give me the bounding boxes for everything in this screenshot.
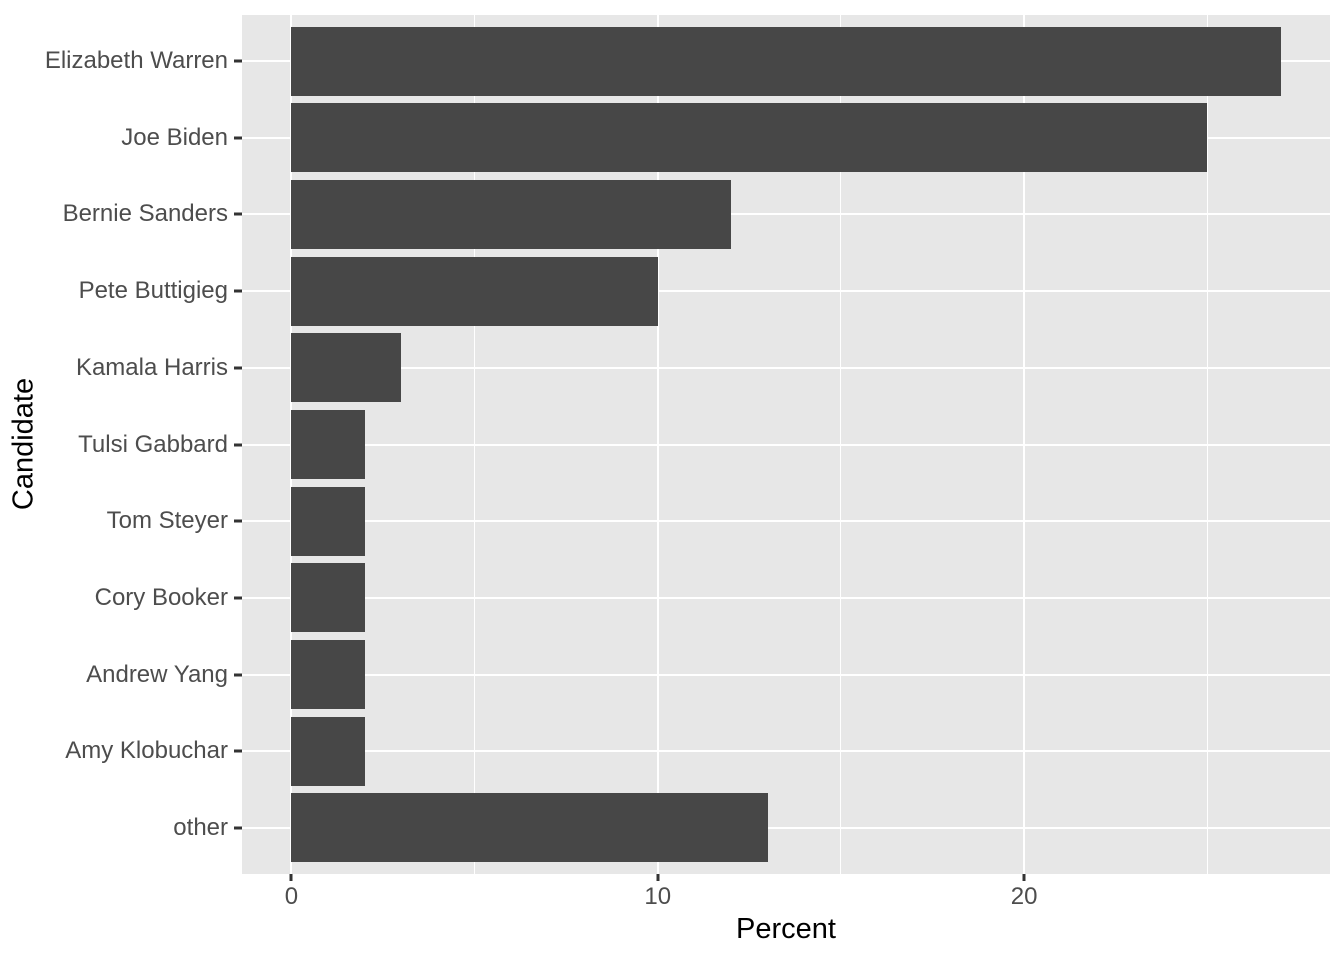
y-tick-mark-amy-klobuchar — [234, 749, 242, 753]
y-tick-mark-cory-booker — [234, 596, 242, 600]
y-axis-title: Candidate — [7, 377, 40, 511]
gridline-major-y-tom-steyer — [242, 520, 1330, 523]
y-tick-label-tom-steyer: Tom Steyer — [106, 507, 228, 535]
bar-bernie-sanders — [291, 179, 732, 249]
bar-tom-steyer — [291, 486, 365, 556]
y-tick-label-cory-booker: Cory Booker — [94, 583, 228, 611]
y-tick-label-kamala-harris: Kamala Harris — [75, 353, 228, 381]
gridline-major-y-tulsi-gabbard — [242, 443, 1330, 446]
bar-amy-klobuchar — [291, 716, 365, 786]
bar-andrew-yang — [291, 640, 365, 710]
gridline-major-y-bernie-sanders — [242, 213, 1330, 216]
y-tick-label-amy-klobuchar: Amy Klobuchar — [65, 737, 228, 765]
y-tick-mark-andrew-yang — [234, 673, 242, 677]
bar-cory-booker — [291, 563, 365, 633]
bar-kamala-harris — [291, 333, 402, 403]
y-tick-mark-tulsi-gabbard — [234, 443, 242, 446]
y-tick-label-elizabeth-warren: Elizabeth Warren — [44, 47, 228, 75]
y-tick-mark-joe-biden — [234, 136, 242, 140]
plot-panel — [242, 15, 1330, 874]
y-tick-mark-other — [234, 826, 242, 830]
gridline-major-y-kamala-harris — [242, 366, 1330, 369]
bar-joe-biden — [291, 103, 1208, 173]
y-tick-mark-pete-buttigieg — [234, 289, 242, 293]
bar-tulsi-gabbard — [291, 410, 365, 479]
gridline-major-y-amy-klobuchar — [242, 750, 1330, 753]
y-tick-label-tulsi-gabbard: Tulsi Gabbard — [78, 430, 228, 458]
gridline-major-y-pete-buttigieg — [242, 290, 1330, 293]
y-tick-label-andrew-yang: Andrew Yang — [86, 660, 228, 688]
y-tick-label-joe-biden: Joe Biden — [121, 123, 228, 151]
x-tick-mark-20 — [1022, 874, 1026, 881]
y-tick-mark-tom-steyer — [234, 519, 242, 523]
y-tick-label-bernie-sanders: Bernie Sanders — [62, 200, 228, 228]
x-tick-label-0: 0 — [284, 883, 299, 910]
y-tick-mark-bernie-sanders — [234, 212, 242, 216]
gridline-major-y-other — [242, 826, 1330, 829]
x-tick-mark-10 — [656, 874, 660, 881]
bar-other — [291, 793, 768, 863]
bar-elizabeth-warren — [291, 26, 1281, 96]
y-tick-label-pete-buttigieg: Pete Buttigieg — [78, 277, 228, 305]
y-tick-label-other: other — [173, 813, 228, 841]
x-tick-label-10: 10 — [644, 883, 672, 910]
x-tick-label-20: 20 — [1010, 883, 1038, 910]
gridline-major-y-cory-booker — [242, 596, 1330, 599]
y-tick-mark-kamala-harris — [234, 366, 242, 370]
gridline-major-y-andrew-yang — [242, 673, 1330, 676]
bar-pete-buttigieg — [291, 256, 658, 326]
x-tick-mark-0 — [289, 874, 293, 881]
y-tick-mark-elizabeth-warren — [234, 59, 242, 63]
x-axis-title: Percent — [736, 913, 836, 945]
